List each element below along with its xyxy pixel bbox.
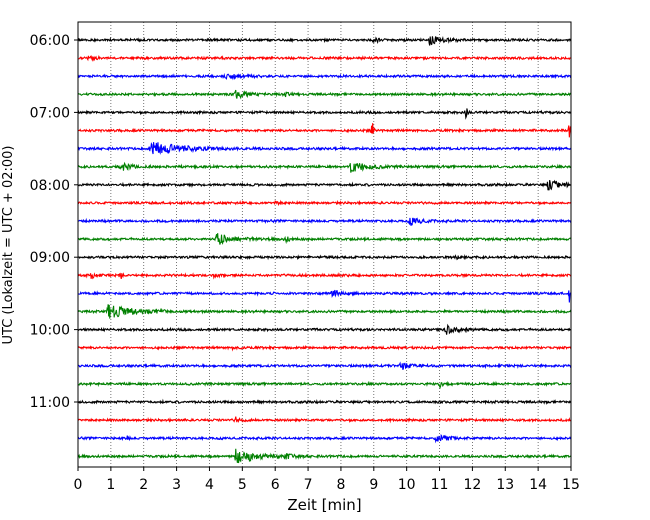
x-tick-label-2: 2	[139, 477, 148, 493]
trace-1000	[77, 323, 572, 335]
x-tick-label-12: 12	[463, 477, 481, 493]
trace-0945	[77, 304, 572, 319]
trace-1115	[77, 416, 572, 424]
y-tick-label-2: 08:00	[30, 178, 70, 194]
trace-0630	[77, 72, 572, 81]
x-tick-label-6: 6	[271, 477, 280, 493]
trace-1030	[77, 361, 572, 370]
x-tick-label-1: 1	[106, 477, 115, 493]
trace-0715	[77, 123, 572, 138]
x-tick-label-8: 8	[336, 477, 345, 493]
trace-0930	[77, 289, 572, 303]
trace-1100	[77, 398, 572, 405]
trace-0730	[77, 142, 572, 155]
x-tick-label-14: 14	[529, 477, 547, 493]
y-tick-label-0: 06:00	[30, 33, 70, 49]
y-tick-label-3: 09:00	[30, 250, 70, 266]
trace-0700	[77, 108, 572, 120]
x-tick-label-9: 9	[369, 477, 378, 493]
y-tick-label-4: 10:00	[30, 323, 70, 339]
trace-1045	[77, 380, 572, 390]
trace-0915	[77, 272, 572, 280]
trace-0645	[77, 89, 572, 100]
trace-0745	[77, 161, 572, 173]
trace-1145	[77, 448, 572, 464]
seismic-traces	[77, 35, 572, 464]
x-tick-label-13: 13	[496, 477, 514, 493]
trace-0845	[77, 233, 572, 245]
plot-frame	[77, 21, 572, 468]
y-tick-label-5: 11:00	[30, 395, 70, 411]
trace-1130	[77, 433, 572, 444]
x-axis-ticks: 0 1 2 3 4 5 6 7 8 9 10 11 12 13 14 15	[74, 467, 580, 493]
trace-1015	[77, 344, 572, 352]
x-tick-label-5: 5	[238, 477, 247, 493]
x-axis-label: Zeit [min]	[287, 496, 361, 514]
x-tick-label-4: 4	[205, 477, 214, 493]
y-axis-ticks: 06:00 07:00 08:00 09:00 10:00 11:00	[30, 33, 78, 411]
trace-0815	[77, 199, 572, 207]
trace-0600	[77, 35, 572, 46]
y-axis-label: UTC (Lokalzeit = UTC + 02:00)	[1, 146, 16, 345]
x-tick-label-0: 0	[74, 477, 83, 493]
trace-0830	[77, 217, 572, 226]
y-tick-label-1: 07:00	[30, 105, 70, 121]
trace-0900	[77, 253, 572, 261]
x-tick-label-10: 10	[398, 477, 416, 493]
x-tick-label-7: 7	[304, 477, 313, 493]
trace-0615	[77, 54, 572, 62]
vertical-grid	[110, 22, 539, 467]
x-tick-label-15: 15	[562, 477, 580, 493]
x-tick-label-3: 3	[172, 477, 181, 493]
x-tick-label-11: 11	[431, 477, 449, 493]
trace-0800	[77, 179, 572, 191]
